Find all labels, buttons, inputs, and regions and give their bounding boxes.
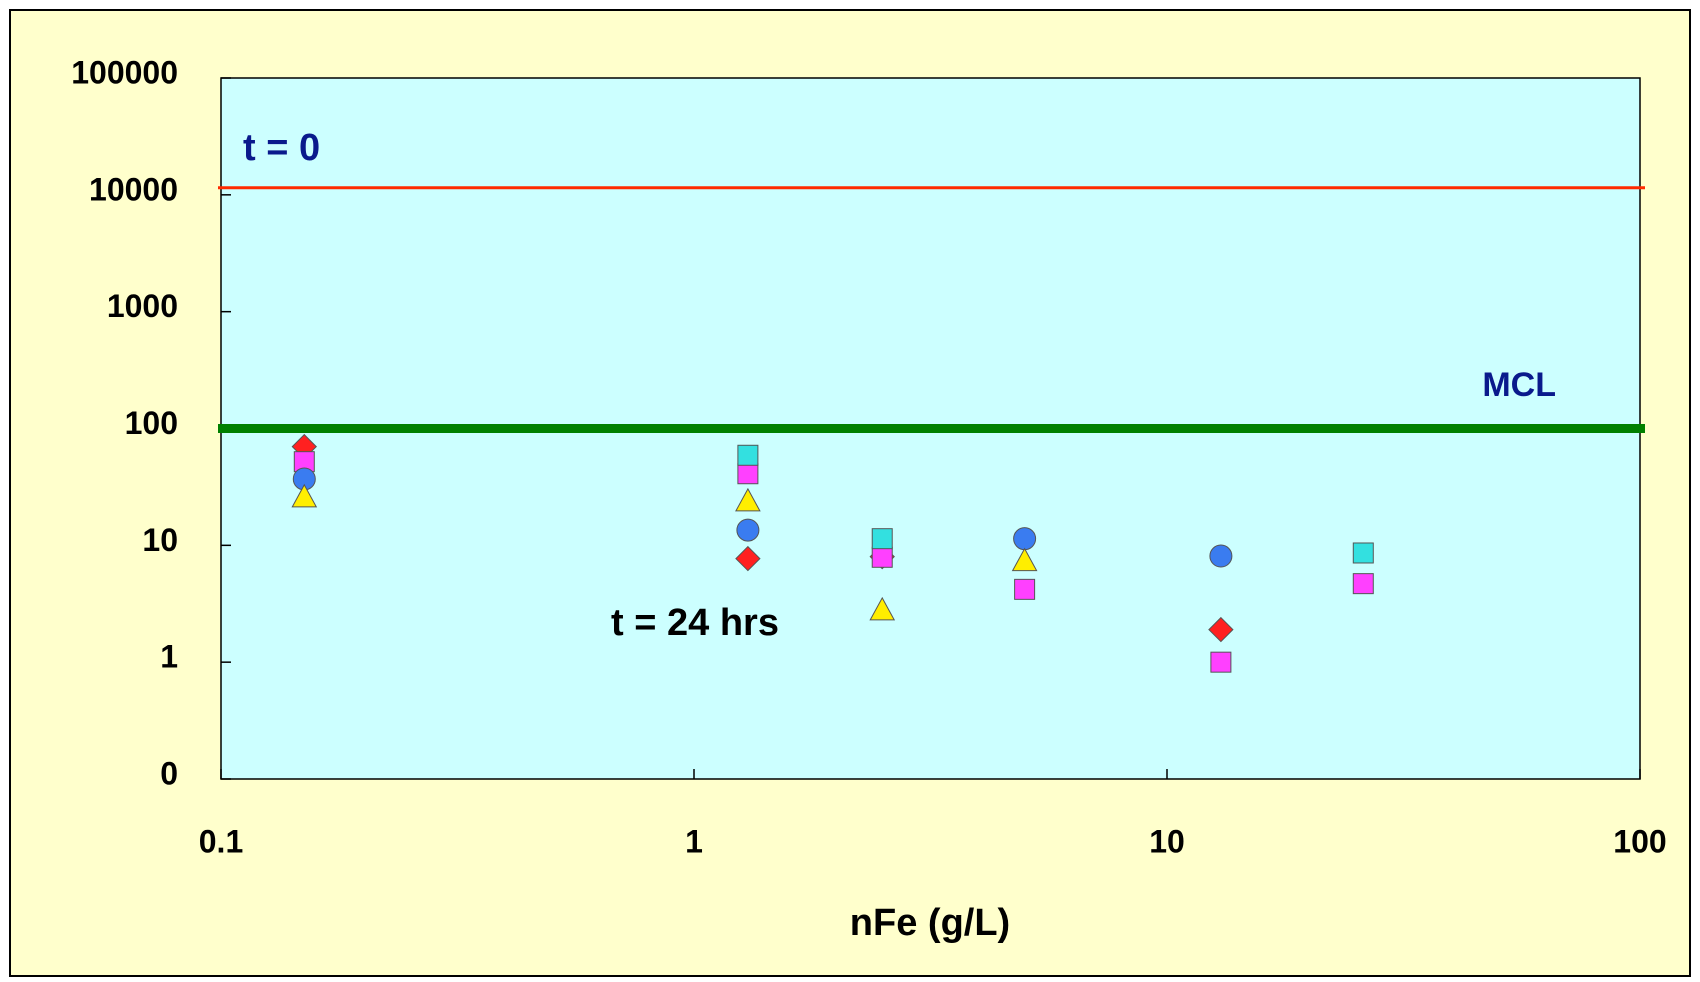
y-tick-label: 1 <box>160 639 178 675</box>
marker-triangle <box>1011 547 1038 572</box>
marker-circle <box>1013 527 1037 551</box>
annotation: t = 24 hrs <box>611 602 779 644</box>
marker-square <box>737 463 759 485</box>
y-tick-label: 100000 <box>71 54 178 90</box>
x-tick-label: 1 <box>685 823 703 859</box>
marker-triangle <box>291 483 318 508</box>
marker-circle <box>1209 544 1233 568</box>
y-tick-label: 10 <box>142 522 178 558</box>
y-tick-label: 10000 <box>89 171 178 207</box>
marker-circle <box>736 518 760 542</box>
annotation: t = 0 <box>243 127 320 169</box>
marker-square <box>737 444 759 466</box>
marker-diamond <box>1208 616 1234 643</box>
x-tick-label: 10 <box>1149 823 1185 859</box>
marker-square <box>1352 573 1374 595</box>
marker-triangle <box>869 596 896 621</box>
marker-square <box>1210 651 1232 673</box>
y-tick-label: 100 <box>125 405 178 441</box>
y-tick-label: 0 <box>160 755 178 791</box>
x-tick-label: 0.1 <box>199 823 243 859</box>
marker-square <box>871 528 893 550</box>
y-tick-label: 1000 <box>107 288 178 324</box>
marker-square <box>1014 578 1036 600</box>
x-tick-label: 100 <box>1613 823 1666 859</box>
marker-triangle <box>735 487 761 512</box>
x-axis-title: nFe (g/L) <box>850 902 1010 944</box>
annotation: MCL <box>1482 366 1556 404</box>
marker-square <box>1352 542 1374 564</box>
marker-square <box>871 546 893 568</box>
marker-diamond <box>735 545 761 572</box>
